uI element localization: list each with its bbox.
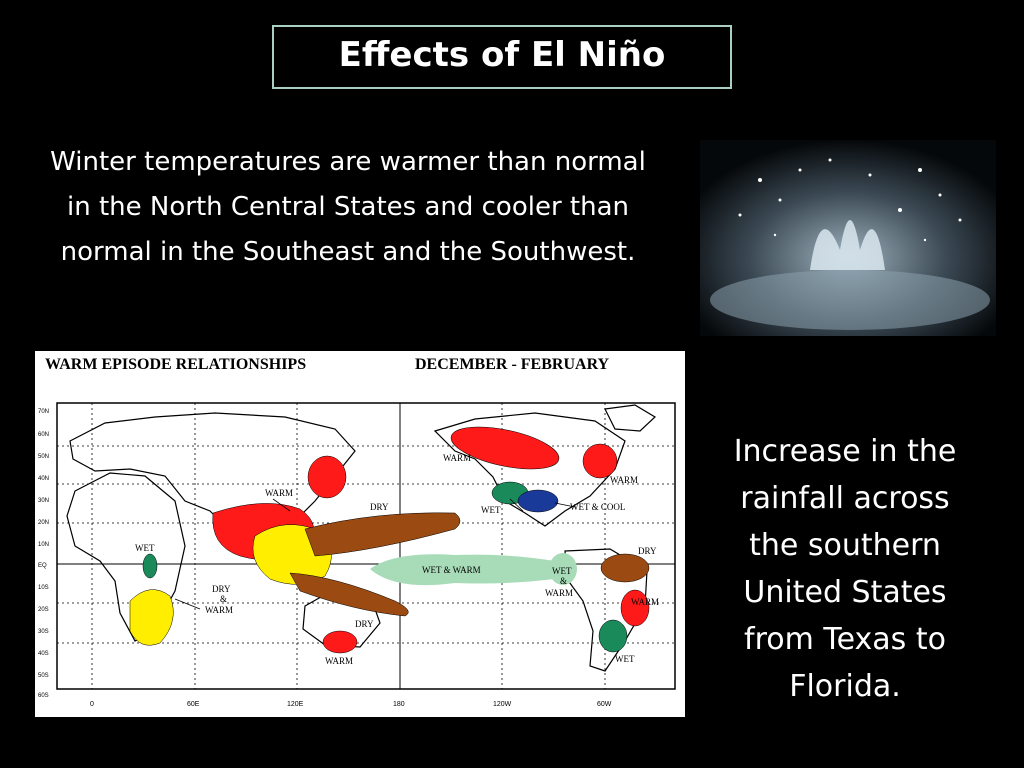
lat-label: 40S: [38, 651, 49, 657]
map-title-right: DECEMBER - FEBRUARY: [415, 356, 610, 373]
wet-s-south-america-label: WET: [615, 654, 635, 664]
slide-title-box: Effects of El Niño: [272, 25, 732, 89]
rainfall-text: Increase in the rainfall across the sout…: [733, 434, 957, 704]
north-america-outline: [433, 412, 626, 527]
wet-e-africa-label: WET: [135, 543, 155, 553]
slide-title: Effects of El Niño: [338, 35, 666, 75]
el-nino-map: WARM EPISODE RELATIONSHIPS DECEMBER - FE…: [38, 356, 676, 708]
lon-label: 0: [90, 701, 94, 708]
lat-label: 30S: [38, 629, 49, 635]
warm-se-australia-region: [322, 630, 358, 654]
dry-warm-s-africa-label: DRY: [212, 584, 231, 594]
warm-asia-region: [307, 455, 347, 499]
lon-label: 60W: [597, 701, 612, 708]
warm-asia-label: WARM: [265, 488, 293, 498]
wet-cool-se-us-region: [517, 489, 559, 513]
map-title-left: WARM EPISODE RELATIONSHIPS: [45, 356, 306, 373]
lat-label: 50S: [38, 673, 49, 679]
dry-warm-s-africa-region: [129, 589, 174, 646]
warm-se-south-america-region: [620, 589, 650, 627]
region-labels: WARM WARM WARM DRY WET WET & COOL WET WE…: [135, 453, 659, 666]
map-gridlines: [57, 403, 675, 689]
water-splash-image: [700, 140, 996, 336]
lon-label: 180: [393, 701, 405, 708]
warm-ne-america-region: [582, 443, 618, 479]
lon-label: 120W: [493, 701, 512, 708]
dry-warm-s-africa-label: &: [220, 594, 227, 604]
lat-label: 60N: [38, 432, 49, 438]
warm-n-pacific-label: WARM: [443, 453, 471, 463]
lat-label: 50N: [38, 454, 49, 460]
warm-n-pacific-region: [450, 426, 560, 470]
lat-label: 20S: [38, 607, 49, 613]
el-nino-map-panel: WARM EPISODE RELATIONSHIPS DECEMBER - FE…: [35, 351, 685, 717]
greenland-outline: [604, 404, 656, 432]
latitude-labels: 70N 60N 50N 40N 30N 20N 10N EQ 10S 20S 3…: [38, 409, 49, 699]
wet-warm-peru-region: [549, 553, 577, 585]
dry-n-south-america-region: [600, 553, 650, 583]
lat-label: 70N: [38, 409, 49, 415]
lat-label: 60S: [38, 693, 49, 699]
dry-w-pacific-region: [304, 512, 461, 557]
longitude-labels: 0 60E 120E 180 120W 60W: [90, 701, 612, 708]
wet-cool-label: WET & COOL: [570, 502, 625, 512]
winter-temperature-text: Winter temperatures are warmer than norm…: [50, 147, 646, 267]
warm-se-australia-label: WARM: [325, 656, 353, 666]
dry-n-south-america-label: DRY: [638, 546, 657, 556]
wet-warm-peru-label: WET: [552, 566, 572, 576]
dry-warm-s-africa-label: WARM: [205, 605, 233, 615]
dry-w-pacific-label: DRY: [370, 502, 389, 512]
lat-label: 10S: [38, 585, 49, 591]
warm-se-south-america-label: WARM: [631, 597, 659, 607]
warm-ne-america-label: WARM: [610, 475, 638, 485]
lon-label: 60E: [187, 701, 200, 708]
wet-warm-peru-label: &: [560, 576, 567, 586]
lat-label: 20N: [38, 520, 49, 526]
lon-label: 120E: [287, 701, 304, 708]
lat-label: EQ: [38, 563, 47, 569]
wet-s-south-america-region: [598, 619, 628, 653]
dry-australia-region: [289, 572, 409, 617]
wet-s-us-label: WET: [481, 505, 501, 515]
lat-label: 30N: [38, 498, 49, 504]
lat-label: 10N: [38, 542, 49, 548]
wet-warm-pacific-label: WET & WARM: [422, 565, 481, 575]
anomaly-regions: [129, 426, 650, 654]
wet-e-africa-region: [142, 553, 158, 579]
wet-warm-pacific-region: [370, 554, 560, 586]
lat-label: 40N: [38, 476, 49, 482]
label-leader-lines: [174, 498, 576, 610]
wet-warm-peru-label: WARM: [545, 588, 573, 598]
dry-australia-label: DRY: [355, 619, 374, 629]
map-frame: [56, 402, 676, 690]
